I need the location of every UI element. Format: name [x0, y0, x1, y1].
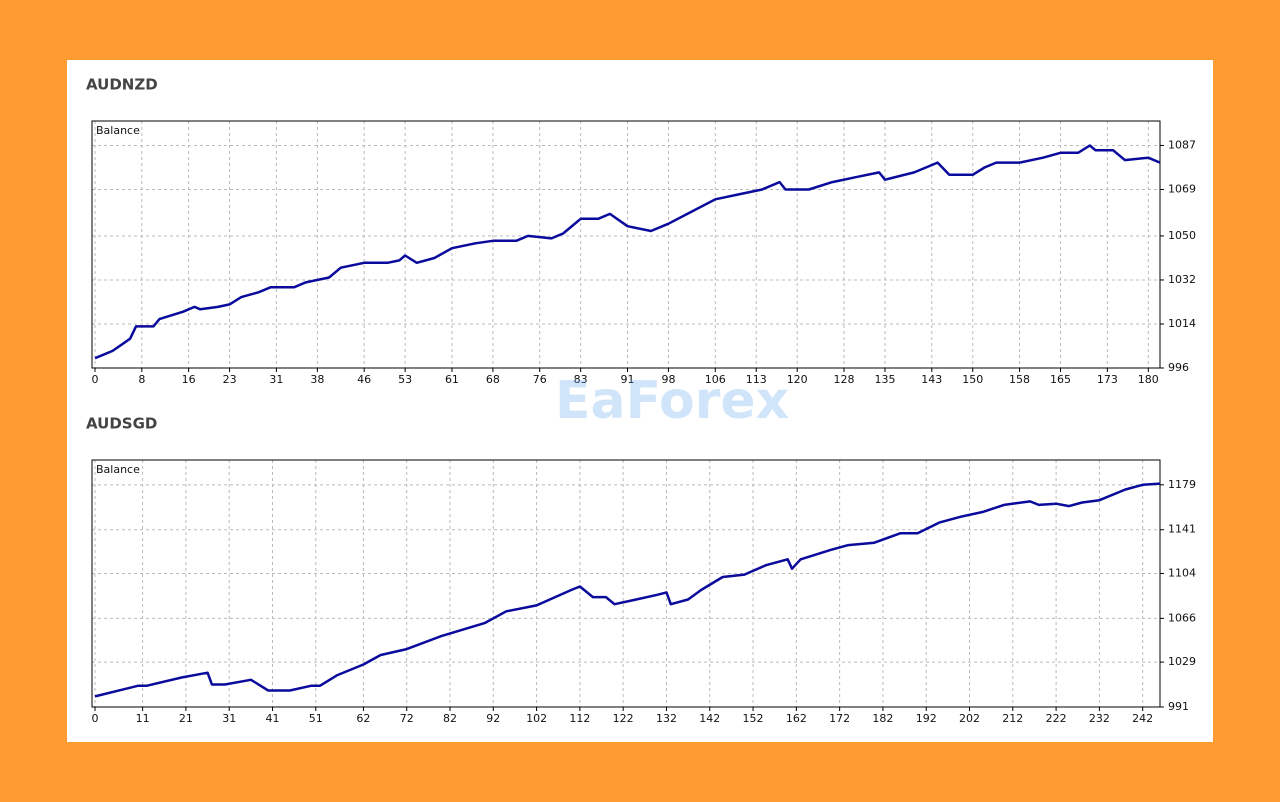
chart-title: AUDNZD — [86, 76, 158, 94]
plot-area — [92, 460, 1160, 707]
series-label: Balance — [96, 463, 140, 476]
y-tick-label: 1050 — [1168, 229, 1196, 242]
x-tick-label: 202 — [959, 712, 980, 725]
x-tick-label: 192 — [916, 712, 937, 725]
x-tick-label: 242 — [1132, 712, 1153, 725]
watermark: EaForex — [555, 371, 789, 431]
y-tick-label: 1029 — [1168, 655, 1196, 668]
x-tick-label: 122 — [613, 712, 634, 725]
x-tick-label: 135 — [874, 373, 895, 386]
x-tick-label: 172 — [829, 712, 850, 725]
x-tick-label: 76 — [533, 373, 547, 386]
x-tick-label: 120 — [787, 373, 808, 386]
x-tick-label: 162 — [786, 712, 807, 725]
x-tick-label: 0 — [92, 712, 99, 725]
x-tick-label: 53 — [398, 373, 412, 386]
x-tick-label: 158 — [1009, 373, 1030, 386]
x-tick-label: 61 — [445, 373, 459, 386]
y-tick-label: 1014 — [1168, 317, 1196, 330]
y-tick-label: 1141 — [1168, 523, 1196, 536]
y-tick-label: 1069 — [1168, 182, 1196, 195]
x-tick-label: 132 — [656, 712, 677, 725]
x-tick-label: 31 — [222, 712, 236, 725]
x-tick-label: 46 — [357, 373, 371, 386]
x-tick-label: 8 — [138, 373, 145, 386]
x-tick-label: 72 — [400, 712, 414, 725]
y-tick-label: 1032 — [1168, 273, 1196, 286]
x-tick-label: 232 — [1089, 712, 1110, 725]
x-tick-label: 11 — [136, 712, 150, 725]
x-tick-label: 68 — [486, 373, 500, 386]
y-tick-label: 1066 — [1168, 611, 1196, 624]
x-tick-label: 91 — [621, 373, 635, 386]
x-tick-label: 106 — [705, 373, 726, 386]
plot-frame — [91, 459, 1161, 708]
x-tick-label: 173 — [1097, 373, 1118, 386]
x-tick-label: 62 — [356, 712, 370, 725]
x-tick-label: 180 — [1138, 373, 1159, 386]
x-tick-label: 102 — [526, 712, 547, 725]
x-tick-label: 98 — [661, 373, 675, 386]
chart-title: AUDSGD — [86, 415, 157, 433]
plot-frame — [91, 120, 1161, 369]
y-tick-label: 1104 — [1168, 566, 1196, 579]
y-tick-label: 991 — [1168, 700, 1189, 713]
plot-area — [92, 121, 1160, 368]
x-tick-label: 21 — [179, 712, 193, 725]
x-tick-label: 0 — [92, 373, 99, 386]
x-tick-label: 142 — [699, 712, 720, 725]
balance-line — [94, 482, 1161, 698]
x-tick-label: 128 — [834, 373, 855, 386]
balance-line — [94, 144, 1161, 360]
x-tick-label: 31 — [269, 373, 283, 386]
x-tick-label: 143 — [921, 373, 942, 386]
series-label: Balance — [96, 124, 140, 137]
x-tick-label: 182 — [872, 712, 893, 725]
x-tick-label: 41 — [266, 712, 280, 725]
x-tick-label: 212 — [1002, 712, 1023, 725]
y-tick-label: 996 — [1168, 361, 1189, 374]
x-tick-label: 82 — [443, 712, 457, 725]
x-tick-label: 16 — [182, 373, 196, 386]
y-tick-label: 1087 — [1168, 138, 1196, 151]
x-tick-label: 51 — [309, 712, 323, 725]
x-tick-label: 150 — [962, 373, 983, 386]
x-tick-label: 112 — [569, 712, 590, 725]
x-tick-label: 152 — [743, 712, 764, 725]
x-tick-label: 92 — [486, 712, 500, 725]
x-tick-label: 23 — [223, 373, 237, 386]
x-tick-label: 222 — [1046, 712, 1067, 725]
x-tick-label: 38 — [310, 373, 324, 386]
x-tick-label: 165 — [1050, 373, 1071, 386]
x-tick-label: 83 — [574, 373, 588, 386]
y-tick-label: 1179 — [1168, 478, 1196, 491]
x-tick-label: 113 — [746, 373, 767, 386]
